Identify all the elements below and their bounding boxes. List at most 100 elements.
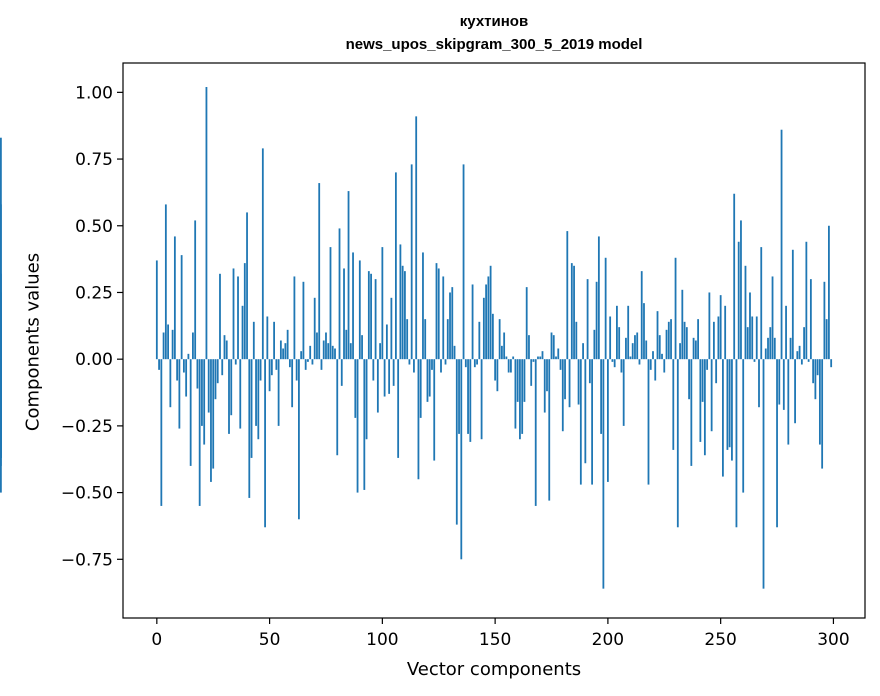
bar	[173, 236, 176, 360]
bar	[464, 359, 467, 368]
bar	[329, 247, 332, 360]
bar	[476, 359, 478, 365]
bar	[528, 335, 530, 360]
bar	[298, 359, 300, 520]
bar	[597, 236, 600, 360]
bar	[564, 359, 566, 400]
bar	[399, 244, 402, 360]
y-tick-label: −0.50	[61, 484, 113, 504]
bar	[573, 265, 575, 360]
bar	[807, 359, 810, 362]
bar	[503, 332, 506, 360]
bar	[171, 329, 174, 360]
bar	[726, 359, 729, 450]
bar	[663, 359, 666, 373]
bar	[582, 343, 584, 360]
bar	[291, 359, 294, 408]
bar	[169, 359, 172, 408]
bar	[401, 265, 404, 360]
bar	[796, 351, 799, 360]
bar	[643, 303, 645, 360]
bar	[773, 337, 776, 360]
bar	[776, 359, 778, 528]
bar	[304, 359, 307, 370]
bar	[442, 276, 445, 360]
bar	[334, 348, 336, 360]
bar	[327, 343, 330, 360]
bar	[455, 359, 458, 525]
bar	[467, 359, 469, 434]
bar	[559, 359, 562, 370]
bar	[622, 359, 625, 426]
bar	[636, 332, 639, 360]
bar	[683, 321, 686, 360]
bar	[243, 263, 246, 360]
bar	[647, 359, 650, 485]
bar	[453, 345, 456, 360]
bar	[311, 359, 314, 365]
bar	[665, 329, 668, 360]
bar	[570, 263, 573, 360]
bar	[575, 321, 578, 360]
bar	[586, 279, 589, 360]
bar	[555, 356, 557, 360]
y-tick-label: 0.00	[75, 350, 113, 370]
bar	[661, 353, 663, 360]
bar	[230, 359, 233, 416]
bar	[232, 268, 235, 360]
bar	[507, 359, 510, 373]
bar	[345, 329, 348, 360]
bar	[525, 287, 528, 360]
bar	[566, 231, 569, 360]
bar	[406, 319, 409, 360]
bar	[688, 359, 690, 400]
bar	[640, 271, 643, 360]
bar	[791, 249, 794, 360]
x-tick-label: 200	[592, 630, 624, 650]
bar	[712, 321, 715, 360]
bar	[681, 289, 684, 360]
bar	[336, 359, 339, 456]
bar	[266, 316, 269, 360]
bar	[654, 359, 657, 381]
bar	[367, 271, 370, 360]
bar	[228, 359, 230, 434]
bar	[812, 359, 815, 384]
bar	[600, 359, 603, 434]
bar	[591, 359, 593, 485]
bar	[534, 359, 537, 506]
bar	[697, 319, 699, 360]
bar	[180, 255, 183, 360]
bar	[241, 305, 244, 360]
bar	[771, 276, 774, 360]
bar	[667, 321, 670, 360]
bar	[397, 359, 400, 458]
bar	[753, 359, 756, 362]
bar	[185, 359, 188, 397]
bar	[374, 279, 377, 360]
bar	[404, 271, 406, 360]
bar	[331, 345, 334, 360]
bar	[379, 343, 381, 360]
bar	[322, 340, 325, 360]
bar	[742, 359, 745, 493]
x-tick-label: 50	[259, 630, 281, 650]
bar	[471, 284, 474, 360]
bar	[446, 319, 449, 360]
bar	[722, 359, 724, 477]
bar	[491, 313, 494, 360]
bar	[828, 225, 830, 360]
bar	[830, 359, 833, 368]
bar	[239, 359, 242, 429]
bar	[469, 359, 472, 442]
bar	[284, 343, 287, 360]
bar	[182, 359, 185, 373]
bar	[201, 359, 203, 426]
bar	[755, 316, 758, 360]
bar	[769, 327, 772, 360]
bar	[361, 335, 363, 360]
bar	[270, 359, 273, 376]
plot-frame	[122, 62, 866, 619]
bar	[187, 353, 190, 360]
bar	[426, 359, 429, 402]
